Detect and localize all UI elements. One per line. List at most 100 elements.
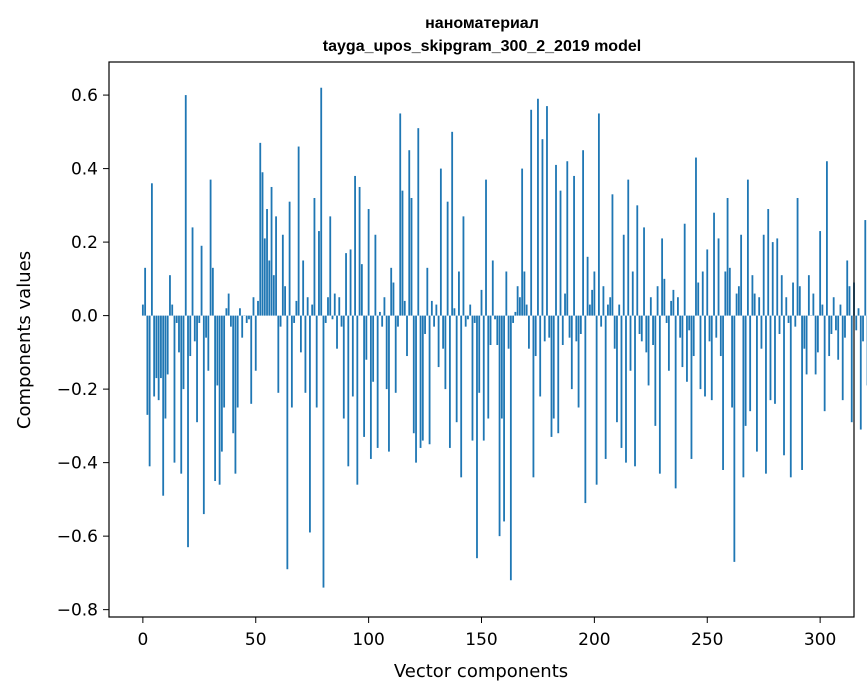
bar-256 xyxy=(719,315,722,357)
bar-106 xyxy=(381,315,384,327)
bar-297 xyxy=(812,293,815,316)
bar-223 xyxy=(645,315,648,353)
bar-249 xyxy=(704,315,706,397)
bar-217 xyxy=(631,271,634,316)
bar-303 xyxy=(826,161,828,316)
bar-282 xyxy=(778,315,781,334)
bar-63 xyxy=(284,286,286,316)
bar-120 xyxy=(412,315,415,434)
bar-188 xyxy=(566,161,569,316)
y-tick-label: 0.4 xyxy=(71,160,98,180)
bar-103 xyxy=(374,234,377,316)
bar-21 xyxy=(189,315,192,357)
bar-130 xyxy=(435,304,438,316)
bar-25 xyxy=(198,315,201,323)
bar-97 xyxy=(360,264,363,316)
bar-191 xyxy=(573,175,575,316)
bar-178 xyxy=(543,315,546,342)
bar-272 xyxy=(756,315,758,452)
bar-202 xyxy=(597,113,600,316)
bar-157 xyxy=(496,315,499,346)
bar-218 xyxy=(634,315,636,467)
bar-121 xyxy=(415,315,417,463)
bar-277 xyxy=(767,209,770,316)
bar-155 xyxy=(491,260,494,316)
bar-57 xyxy=(270,186,273,316)
bar-255 xyxy=(717,238,720,316)
bar-247 xyxy=(699,315,702,390)
bar-294 xyxy=(805,315,808,375)
bar-42 xyxy=(236,315,239,408)
bar-98 xyxy=(363,315,366,437)
x-tick-label: 100 xyxy=(352,630,384,650)
bar-290 xyxy=(796,197,799,316)
bar-104 xyxy=(376,315,379,448)
bar-3 xyxy=(148,315,151,467)
bar-59 xyxy=(275,216,277,316)
bar-68 xyxy=(295,300,298,316)
bar-141 xyxy=(460,315,463,478)
bar-308 xyxy=(837,315,840,360)
bar-235 xyxy=(672,289,675,316)
x-tick-label: 0 xyxy=(137,630,148,650)
bar-305 xyxy=(830,315,833,334)
bar-52 xyxy=(259,142,262,316)
bar-24 xyxy=(196,315,198,423)
bar-37 xyxy=(225,308,228,316)
y-tick-label: −0.4 xyxy=(57,454,98,474)
bar-243 xyxy=(690,315,693,459)
bar-95 xyxy=(356,315,359,485)
bar-91 xyxy=(347,315,350,467)
y-tick-label: 0.2 xyxy=(71,233,98,253)
bar-252 xyxy=(710,315,713,401)
bar-34 xyxy=(218,315,221,485)
bar-87 xyxy=(338,297,341,316)
bar-137 xyxy=(451,131,454,316)
bar-146 xyxy=(471,315,474,441)
bar-319 xyxy=(862,315,864,342)
bar-230 xyxy=(661,238,664,316)
bar-69 xyxy=(297,146,300,316)
bar-280 xyxy=(774,315,776,404)
bar-99 xyxy=(365,315,368,360)
bar-311 xyxy=(844,315,846,338)
bar-129 xyxy=(433,315,435,327)
bar-149 xyxy=(478,315,481,393)
bar-0 xyxy=(141,304,144,316)
bar-292 xyxy=(801,315,803,470)
bar-47 xyxy=(248,315,250,320)
bar-94 xyxy=(354,175,356,316)
bar-111 xyxy=(392,282,395,316)
bar-53 xyxy=(261,172,264,316)
x-tick-label: 250 xyxy=(691,630,723,650)
bar-38 xyxy=(227,293,230,316)
bar-215 xyxy=(627,179,630,316)
bar-240 xyxy=(683,223,686,316)
bar-236 xyxy=(674,315,677,489)
bar-242 xyxy=(688,315,691,331)
bar-162 xyxy=(507,315,510,349)
bar-221 xyxy=(640,315,643,342)
bar-300 xyxy=(819,231,822,316)
bar-77 xyxy=(315,315,318,408)
bar-46 xyxy=(245,315,248,323)
bar-65 xyxy=(288,201,291,316)
y-tick-label: 0.0 xyxy=(71,307,98,327)
bar-148 xyxy=(476,315,478,559)
bar-170 xyxy=(525,304,528,316)
bar-192 xyxy=(575,315,578,342)
bar-66 xyxy=(290,315,293,408)
bar-167 xyxy=(518,297,521,316)
bar-171 xyxy=(528,315,530,349)
bar-201 xyxy=(595,315,598,485)
bar-30 xyxy=(209,179,212,316)
y-tick-label: −0.8 xyxy=(57,601,98,621)
bar-64 xyxy=(286,315,289,570)
bar-139 xyxy=(455,315,458,423)
bar-263 xyxy=(735,293,738,316)
bar-156 xyxy=(494,315,496,320)
bar-67 xyxy=(293,315,296,323)
bar-288 xyxy=(792,282,794,316)
bar-60 xyxy=(277,315,280,393)
bar-274 xyxy=(760,315,763,349)
